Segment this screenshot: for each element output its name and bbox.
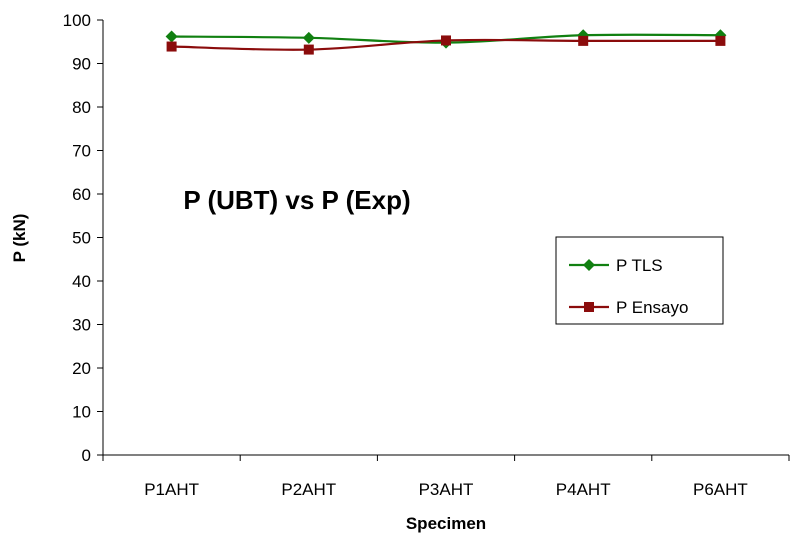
x-tick-label: P3AHT — [419, 480, 474, 499]
y-tick-label: 50 — [72, 229, 91, 248]
y-tick-label: 10 — [72, 403, 91, 422]
x-tick-label: P4AHT — [556, 480, 611, 499]
x-axis-title: Specimen — [406, 514, 486, 533]
y-tick-label: 30 — [72, 316, 91, 335]
y-tick-label: 20 — [72, 359, 91, 378]
y-tick-label: 60 — [72, 185, 91, 204]
legend-marker-p-ensayo — [584, 302, 594, 312]
y-axis: 0 10 20 30 40 50 60 70 80 90 100 — [63, 11, 104, 465]
legend-box — [555, 236, 724, 325]
x-ticks: P1AHT P2AHT P3AHT P4AHT P6AHT — [102, 455, 790, 499]
x-tick-label: P2AHT — [281, 480, 336, 499]
y-tick-label: 90 — [72, 55, 91, 74]
x-tick-label: P1AHT — [144, 480, 199, 499]
legend-items: P TLS P Ensayo — [569, 256, 688, 317]
legend: P TLS P Ensayo — [555, 236, 724, 325]
y-axis-title: P (kN) — [10, 214, 29, 263]
data-point-p-ensayo — [578, 35, 589, 46]
x-tick-label: P6AHT — [693, 480, 748, 499]
y-ticks: 0 10 20 30 40 50 60 70 80 90 100 — [63, 11, 103, 465]
series-layer — [165, 29, 727, 55]
data-point-p-ensayo — [715, 35, 726, 46]
legend-marker-p-tls — [583, 259, 595, 271]
data-point-p-tls — [165, 30, 178, 43]
legend-label-p-ensayo: P Ensayo — [616, 298, 688, 317]
y-tick-label: 80 — [72, 98, 91, 117]
data-point-p-ensayo — [303, 44, 314, 55]
y-tick-label: 70 — [72, 142, 91, 161]
legend-label-p-tls: P TLS — [616, 256, 663, 275]
data-point-p-ensayo — [166, 41, 177, 52]
x-axis: P1AHT P2AHT P3AHT P4AHT P6AHT — [102, 454, 790, 499]
data-point-p-tls — [302, 31, 315, 44]
y-tick-label: 100 — [63, 11, 91, 30]
chart-title: P (UBT) vs P (Exp) — [183, 185, 410, 215]
y-tick-label: 0 — [82, 446, 91, 465]
data-point-p-ensayo — [441, 35, 451, 46]
y-tick-label: 40 — [72, 272, 91, 291]
